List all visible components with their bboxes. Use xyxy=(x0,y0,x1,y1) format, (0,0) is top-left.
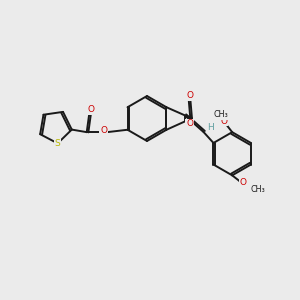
Text: O: O xyxy=(87,105,94,114)
Text: CH₃: CH₃ xyxy=(251,184,266,194)
Text: O: O xyxy=(187,91,194,100)
Text: O: O xyxy=(100,127,107,136)
Text: O: O xyxy=(240,178,247,187)
Text: O: O xyxy=(186,119,193,128)
Text: CH₃: CH₃ xyxy=(213,110,228,119)
Text: O: O xyxy=(220,117,227,126)
Text: S: S xyxy=(55,139,61,148)
Text: H: H xyxy=(207,123,214,132)
